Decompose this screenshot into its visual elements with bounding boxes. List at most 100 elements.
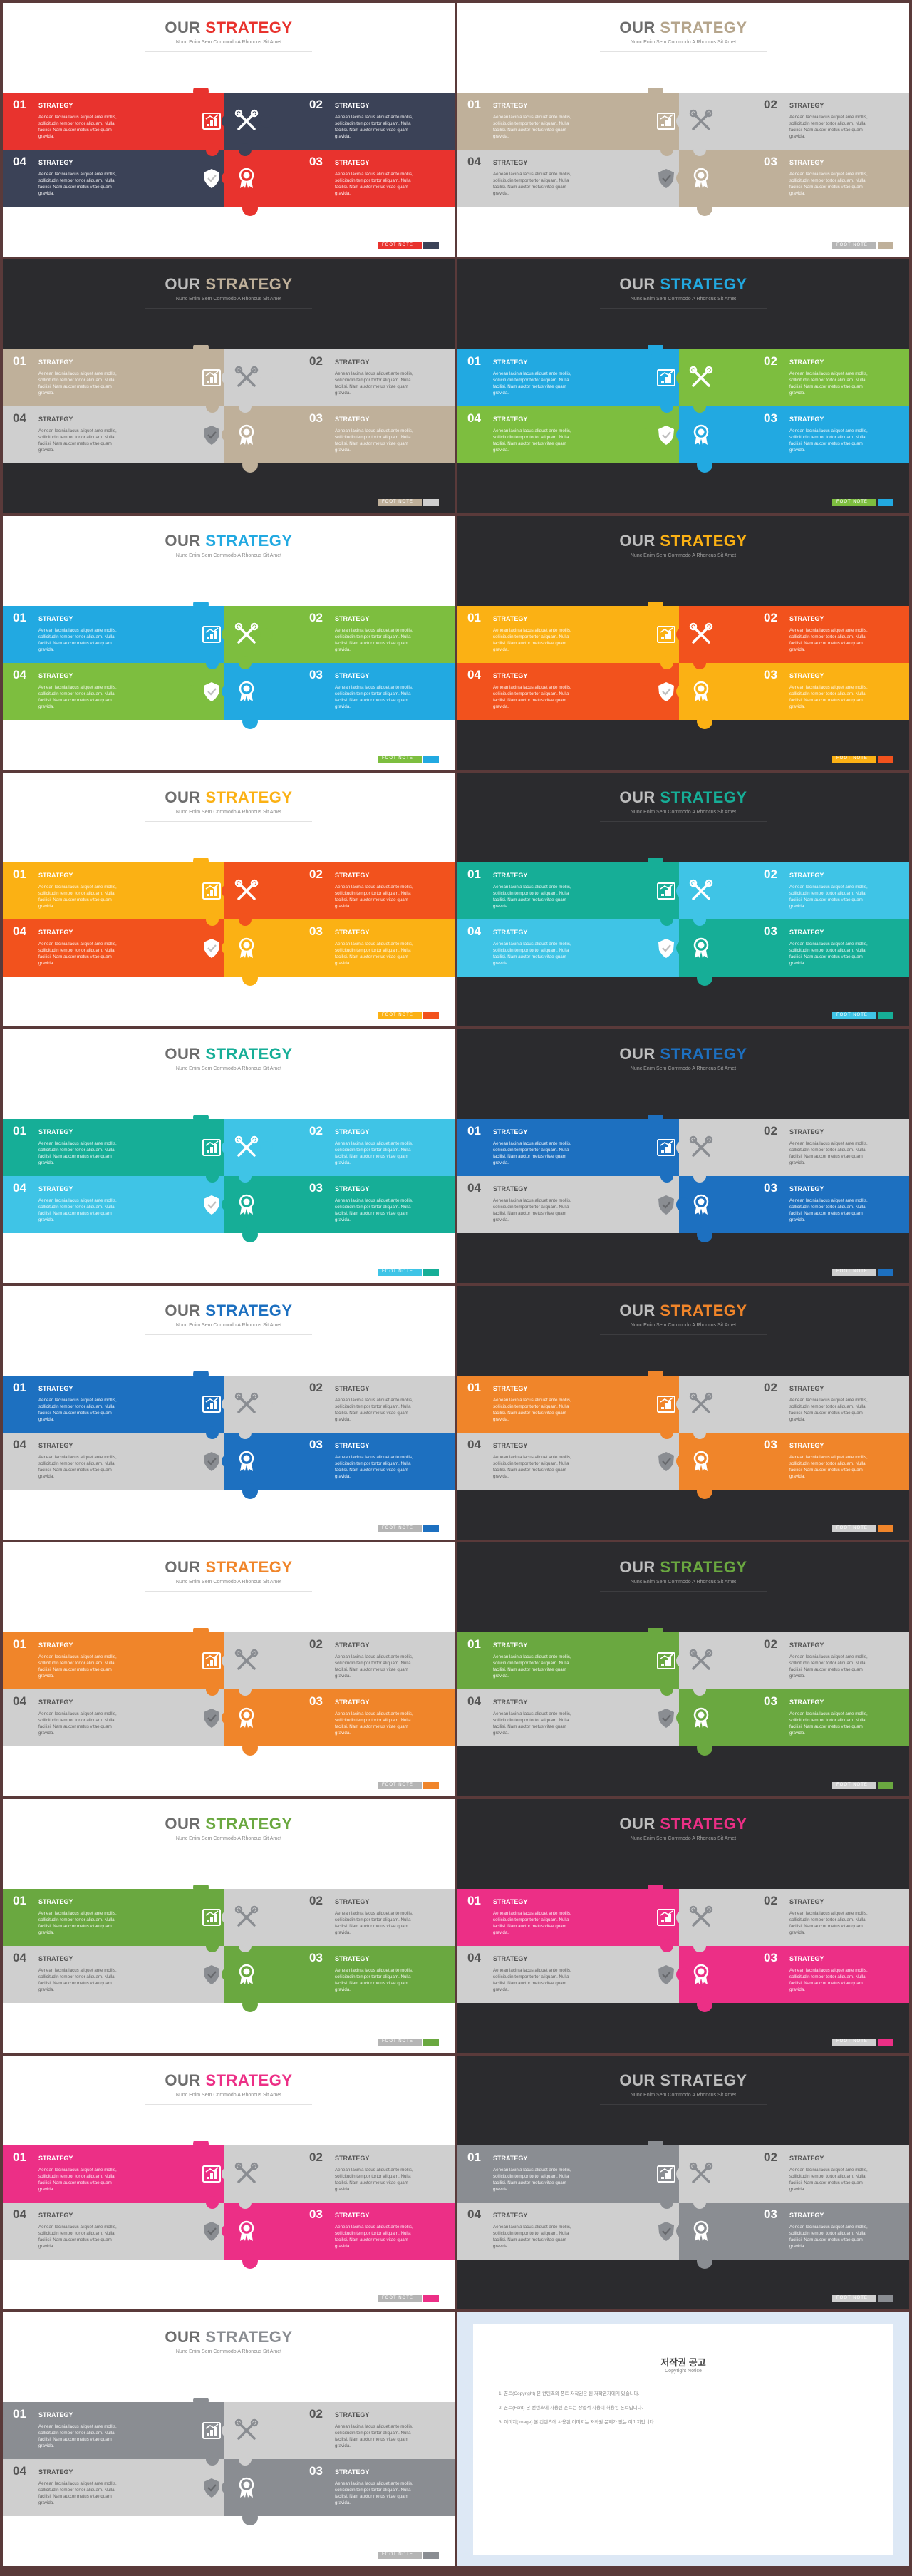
strategy-description: gravida.	[335, 704, 351, 709]
strategy-band-right	[262, 406, 455, 463]
puzzle-knob	[239, 2453, 252, 2466]
title-word-strategy: STRATEGY	[660, 1558, 747, 1576]
puzzle-knob	[206, 2453, 219, 2466]
title-divider	[600, 308, 767, 309]
puzzle-knob	[222, 2167, 236, 2181]
strategy-slide[interactable]: OUR STRATEGY Nunc Enim Sem Commodo A Rhon…	[3, 1799, 455, 2053]
strategy-description: facilisi. Nam auctor metus vitae quam	[493, 384, 566, 389]
strategy-description: sollicitudin tempor tortor aliquam. Null…	[38, 2231, 115, 2236]
strategy-slide[interactable]: OUR STRATEGY Nunc Enim Sem Commodo A Rhon…	[457, 1542, 909, 1796]
strategy-description: sollicitudin tempor tortor aliquam. Null…	[789, 1148, 866, 1153]
strategy-description: facilisi. Nam auctor metus vitae quam	[335, 641, 408, 646]
strategy-slide[interactable]: OUR STRATEGY Nunc Enim Sem Commodo A Rhon…	[3, 1029, 455, 1283]
strategy-band-right	[262, 2459, 455, 2516]
strategy-number: 01	[13, 2407, 26, 2421]
slide-title: OUR STRATEGY	[3, 788, 455, 807]
puzzle-knob	[193, 602, 209, 612]
puzzle-knob	[185, 1455, 197, 1468]
award-icon	[239, 168, 254, 188]
slide-title: OUR STRATEGY	[3, 275, 455, 294]
puzzle-knob	[222, 1197, 236, 1212]
title-word-our: OUR	[165, 2328, 206, 2346]
strategy-number: 03	[309, 1694, 323, 1708]
puzzle-knob	[676, 371, 690, 385]
award-icon	[239, 1964, 254, 1984]
strategy-item: 03 STRATEGY Aenean lacinia lacus aliquet a…	[764, 2207, 868, 2249]
strategy-label: STRATEGY	[789, 359, 824, 366]
strategy-slide[interactable]: OUR STRATEGY Nunc Enim Sem Commodo A Rhon…	[457, 1799, 909, 2053]
strategy-description: Aenean lacinia lacus aliquet ante mollis…	[789, 1455, 868, 1460]
award-icon	[693, 1194, 709, 1215]
puzzle-knob	[239, 143, 252, 156]
strategy-description: sollicitudin tempor tortor aliquam. Null…	[38, 2488, 115, 2493]
strategy-slide[interactable]: OUR STRATEGY Nunc Enim Sem Commodo A Rhon…	[457, 773, 909, 1026]
strategy-item: 01 STRATEGY Aenean lacinia lacus aliquet a…	[467, 1124, 571, 1165]
strategy-slide[interactable]: OUR STRATEGY Nunc Enim Sem Commodo A Rhon…	[457, 3, 909, 257]
strategy-slide[interactable]: OUR STRATEGY Nunc Enim Sem Commodo A Rhon…	[3, 2312, 455, 2566]
strategy-description: facilisi. Nam auctor metus vitae quam	[38, 1724, 112, 1729]
strategy-slide[interactable]: OUR STRATEGY Nunc Enim Sem Commodo A Rhon…	[3, 773, 455, 1026]
strategy-label: STRATEGY	[38, 1128, 73, 1135]
strategy-description: sollicitudin tempor tortor aliquam. Null…	[335, 2488, 411, 2493]
strategy-label: STRATEGY	[335, 359, 369, 366]
strategy-slide[interactable]: OUR STRATEGY Nunc Enim Sem Commodo A Rhon…	[3, 516, 455, 770]
strategy-description: gravida.	[38, 448, 54, 453]
strategy-description: gravida.	[789, 1987, 805, 1992]
strategy-slide[interactable]: OUR STRATEGY Nunc Enim Sem Commodo A Rhon…	[3, 3, 455, 257]
strategy-description: gravida.	[38, 647, 54, 652]
title-word-strategy: STRATEGY	[205, 2328, 293, 2346]
strategy-description: sollicitudin tempor tortor aliquam. Null…	[789, 1718, 866, 1723]
strategy-slide[interactable]: OUR STRATEGY Nunc Enim Sem Commodo A Rhon…	[3, 1286, 455, 1540]
puzzle-knob	[242, 1483, 258, 1499]
strategy-number: 01	[467, 1381, 481, 1394]
strategy-slide[interactable]: OUR STRATEGY Nunc Enim Sem Commodo A Rhon…	[457, 259, 909, 513]
strategy-label: STRATEGY	[493, 2155, 527, 2162]
strategy-slide[interactable]: OUR STRATEGY Nunc Enim Sem Commodo A Rhon…	[3, 259, 455, 513]
strategy-slide[interactable]: OUR STRATEGY Nunc Enim Sem Commodo A Rhon…	[457, 2056, 909, 2309]
strategy-item: 02 STRATEGY Aenean lacinia lacus aliquet a…	[764, 1124, 868, 1165]
strategy-description: sollicitudin tempor tortor aliquam. Null…	[789, 435, 866, 440]
strategy-description: gravida.	[38, 1474, 54, 1479]
strategy-number: 01	[13, 1124, 26, 1138]
puzzle-knob	[185, 2481, 197, 2494]
copyright-notice-slide[interactable]: 저작권 공고 Copyright Notice 1. 폰트(Copyright) 본…	[457, 2312, 909, 2566]
puzzle-diagram: 01 STRATEGY Aenean lacinia lacus aliquet a…	[3, 1628, 455, 1763]
strategy-slide[interactable]: OUR STRATEGY Nunc Enim Sem Commodo A Rhon…	[457, 516, 909, 770]
strategy-slide[interactable]: OUR STRATEGY Nunc Enim Sem Commodo A Rhon…	[3, 2056, 455, 2309]
strategy-description: gravida.	[335, 1474, 351, 1479]
strategy-description: facilisi. Nam auctor metus vitae quam	[335, 897, 408, 902]
strategy-description: Aenean lacinia lacus aliquet ante mollis…	[38, 628, 117, 633]
strategy-slide[interactable]: OUR STRATEGY Nunc Enim Sem Commodo A Rhon…	[457, 1029, 909, 1283]
puzzle-knob	[648, 602, 663, 612]
puzzle-knob	[639, 942, 652, 954]
title-word-strategy: STRATEGY	[205, 788, 293, 806]
strategy-description: gravida.	[493, 1160, 509, 1165]
strategy-label: STRATEGY	[789, 1898, 824, 1905]
strategy-description: Aenean lacinia lacus aliquet ante mollis…	[789, 1911, 868, 1916]
puzzle-knob	[715, 1398, 727, 1411]
slide-title: OUR STRATEGY	[457, 532, 909, 550]
strategy-label: STRATEGY	[38, 102, 73, 109]
strategy-slide[interactable]: OUR STRATEGY Nunc Enim Sem Commodo A Rhon…	[457, 1286, 909, 1540]
strategy-item: 04 STRATEGY Aenean lacinia lacus aliquet a…	[467, 1181, 571, 1222]
slide-subtitle: Nunc Enim Sem Commodo A Rhoncus Sit Amet	[630, 2093, 737, 2098]
puzzle-knob	[676, 627, 690, 642]
strategy-description: Aenean lacinia lacus aliquet ante mollis…	[38, 428, 117, 433]
strategy-description: facilisi. Nam auctor metus vitae quam	[789, 641, 863, 646]
strategy-band-left	[457, 1176, 650, 1233]
strategy-item: 02 STRATEGY Aenean lacinia lacus aliquet a…	[309, 867, 413, 909]
award-icon	[693, 1707, 709, 1728]
award-icon	[693, 168, 709, 188]
strategy-number: 02	[764, 611, 777, 624]
strategy-description: gravida.	[38, 2443, 54, 2448]
strategy-item: 03 STRATEGY Aenean lacinia lacus aliquet a…	[764, 411, 868, 453]
footer-text: FOOT NOTE	[836, 1526, 868, 1530]
title-divider	[145, 1591, 312, 1592]
slide-footer: FOOT NOTE	[378, 499, 439, 506]
chart-icon	[657, 626, 675, 643]
puzzle-knob	[222, 684, 236, 699]
puzzle-knob	[697, 200, 712, 216]
strategy-item: 01 STRATEGY Aenean lacinia lacus aliquet a…	[13, 2407, 117, 2448]
strategy-label: STRATEGY	[38, 416, 73, 423]
strategy-slide[interactable]: OUR STRATEGY Nunc Enim Sem Commodo A Rhon…	[3, 1542, 455, 1796]
